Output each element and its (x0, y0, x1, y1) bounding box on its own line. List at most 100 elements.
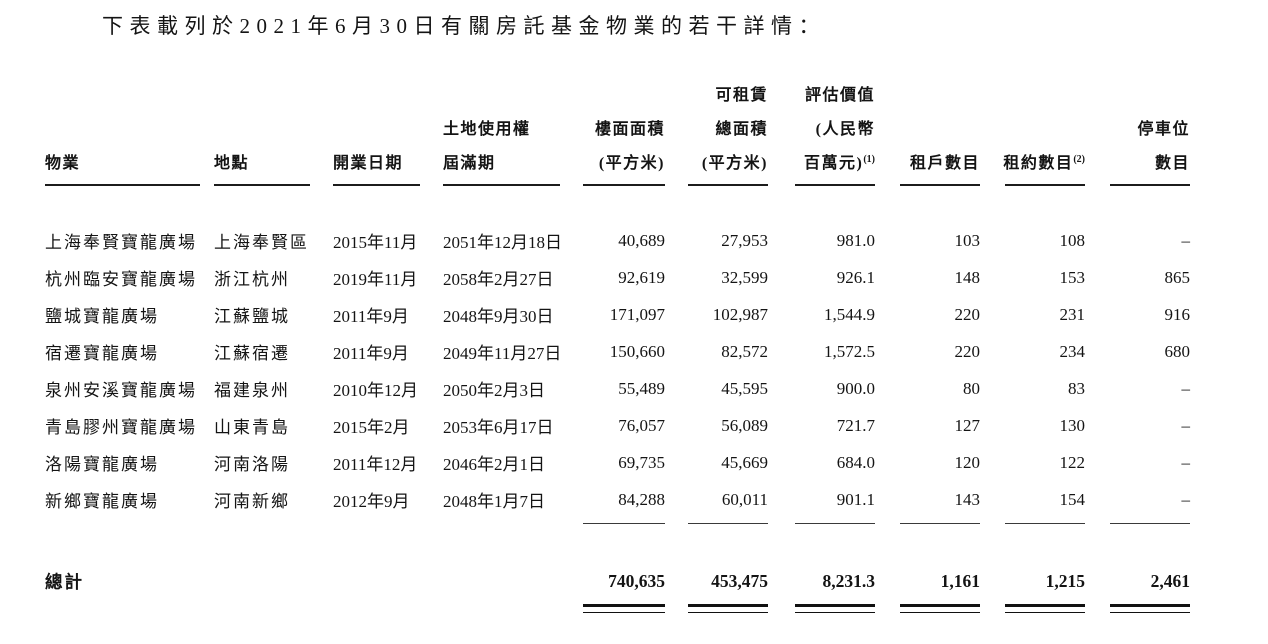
cell-location: 山東青島 (214, 418, 290, 437)
cell-tenants: 120 (954, 452, 981, 472)
table-row: 洛陽寶龍廣場 河南洛陽 2011年12月 2046年2月1日 69,735 45… (45, 444, 1190, 481)
cell-opening-date: 2015年11月 (333, 233, 418, 252)
cell-gfa: 76,057 (618, 415, 665, 435)
page-title: 下表載列於2021年6月30日有關房託基金物業的若干詳情： (102, 14, 826, 38)
cell-location: 浙江杭州 (214, 270, 290, 289)
subtotal-rule-row (45, 523, 1190, 524)
total-label: 總計 (45, 571, 84, 592)
cell-expiry-date: 2049年11月27日 (443, 344, 562, 363)
properties-table: 物業 地點 開業日期 土地使用權 屆滿期 樓面面積 (平方米) 可租賃 總面積 … (45, 70, 1190, 613)
cell-rentable: 32,599 (721, 267, 768, 287)
total-tenants: 1,161 (940, 570, 980, 591)
cell-tenants: 103 (954, 230, 981, 250)
total-double-rule-row (45, 604, 1190, 613)
cell-opening-date: 2011年9月 (333, 344, 409, 363)
cell-gfa: 150,660 (609, 341, 665, 361)
cell-valuation: 684.0 (836, 452, 875, 472)
cell-rentable: 60,011 (721, 489, 768, 509)
total-row: 總計 740,635 453,475 8,231.3 1,161 1,215 2… (45, 566, 1190, 596)
cell-leases: 122 (1059, 452, 1086, 472)
double-rule (1110, 604, 1190, 613)
table-row: 鹽城寶龍廣場 江蘇鹽城 2011年9月 2048年9月30日 171,097 1… (45, 296, 1190, 333)
cell-property: 泉州安溪寶龍廣場 (45, 381, 197, 400)
col-header-location: 地點 (214, 70, 310, 186)
cell-gfa: 84,288 (618, 489, 665, 509)
cell-rentable: 82,572 (721, 341, 768, 361)
cell-opening-date: 2012年9月 (333, 492, 410, 511)
cell-rentable: 45,595 (721, 378, 768, 398)
cell-location: 河南洛陽 (214, 455, 290, 474)
cell-valuation: 900.0 (836, 378, 875, 398)
col-header-property: 物業 (45, 70, 200, 186)
cell-opening-date: 2010年12月 (333, 381, 418, 400)
cell-tenants: 148 (954, 267, 981, 287)
total-gfa: 740,635 (608, 570, 665, 591)
cell-opening-date: 2011年9月 (333, 307, 409, 326)
table-row: 上海奉賢寶龍廣場 上海奉賢區 2015年11月 2051年12月18日 40,6… (45, 222, 1190, 259)
cell-parking: 916 (1164, 304, 1191, 324)
cell-rentable: 27,953 (721, 230, 768, 250)
column-rule (688, 523, 768, 524)
table-row: 新鄉寶龍廣場 河南新鄉 2012年9月 2048年1月7日 84,288 60,… (45, 481, 1190, 518)
cell-leases: 153 (1059, 267, 1086, 287)
cell-location: 上海奉賢區 (214, 233, 309, 252)
cell-property: 鹽城寶龍廣場 (45, 307, 159, 326)
cell-parking: 865 (1164, 267, 1191, 287)
cell-valuation: 1,544.9 (824, 304, 875, 324)
cell-rentable: 56,089 (721, 415, 768, 435)
cell-gfa: 171,097 (609, 304, 665, 324)
cell-expiry-date: 2050年2月3日 (443, 381, 545, 400)
cell-tenants: 143 (954, 489, 981, 509)
cell-rentable: 102,987 (712, 304, 768, 324)
cell-property: 宿遷寶龍廣場 (45, 344, 159, 363)
table-row: 青島膠州寶龍廣場 山東青島 2015年2月 2053年6月17日 76,057 … (45, 407, 1190, 444)
cell-expiry-date: 2046年2月1日 (443, 455, 545, 474)
table-row: 宿遷寶龍廣場 江蘇宿遷 2011年9月 2049年11月27日 150,660 … (45, 333, 1190, 370)
cell-property: 洛陽寶龍廣場 (45, 455, 159, 474)
footnote-marker-2: (2) (1073, 154, 1085, 165)
column-rule (900, 523, 980, 524)
cell-leases: 231 (1059, 304, 1086, 324)
column-rule (1110, 523, 1190, 524)
cell-leases: 108 (1059, 230, 1086, 250)
double-rule (583, 604, 665, 613)
cell-parking: – (1181, 378, 1191, 398)
table-header-row: 物業 地點 開業日期 土地使用權 屆滿期 樓面面積 (平方米) 可租賃 總面積 … (45, 70, 1190, 186)
double-rule (900, 604, 980, 613)
cell-valuation: 1,572.5 (824, 341, 875, 361)
cell-expiry-date: 2048年1月7日 (443, 492, 545, 511)
cell-gfa: 92,619 (618, 267, 665, 287)
cell-location: 江蘇鹽城 (214, 307, 290, 326)
cell-tenants: 127 (954, 415, 981, 435)
double-rule (795, 604, 875, 613)
col-header-gfa: 樓面面積 (平方米) (583, 70, 665, 186)
cell-leases: 154 (1059, 489, 1086, 509)
cell-leases: 130 (1059, 415, 1086, 435)
col-header-leases: 租約數目(2) (1003, 70, 1085, 186)
cell-rentable: 45,669 (721, 452, 768, 472)
cell-tenants: 80 (963, 378, 980, 398)
col-header-land-use-expiry: 土地使用權 屆滿期 (443, 70, 560, 186)
cell-valuation: 926.1 (836, 267, 875, 287)
col-header-parking: 停車位 數目 (1110, 70, 1190, 186)
cell-gfa: 55,489 (618, 378, 665, 398)
cell-expiry-date: 2051年12月18日 (443, 233, 562, 252)
cell-valuation: 901.1 (836, 489, 875, 509)
column-rule (583, 523, 665, 524)
cell-gfa: 69,735 (618, 452, 665, 472)
total-rentable: 453,475 (711, 570, 768, 591)
table-row: 杭州臨安寶龍廣場 浙江杭州 2019年11月 2058年2月27日 92,619… (45, 259, 1190, 296)
table-row: 泉州安溪寶龍廣場 福建泉州 2010年12月 2050年2月3日 55,489 … (45, 370, 1190, 407)
cell-expiry-date: 2048年9月30日 (443, 307, 554, 326)
cell-tenants: 220 (954, 304, 981, 324)
cell-valuation: 981.0 (836, 230, 875, 250)
cell-leases: 234 (1059, 341, 1086, 361)
cell-valuation: 721.7 (836, 415, 875, 435)
cell-expiry-date: 2053年6月17日 (443, 418, 554, 437)
total-parking: 2,461 (1150, 570, 1190, 591)
cell-opening-date: 2011年12月 (333, 455, 418, 474)
cell-opening-date: 2019年11月 (333, 270, 418, 289)
column-rule (1005, 523, 1085, 524)
cell-property: 上海奉賢寶龍廣場 (45, 233, 197, 252)
